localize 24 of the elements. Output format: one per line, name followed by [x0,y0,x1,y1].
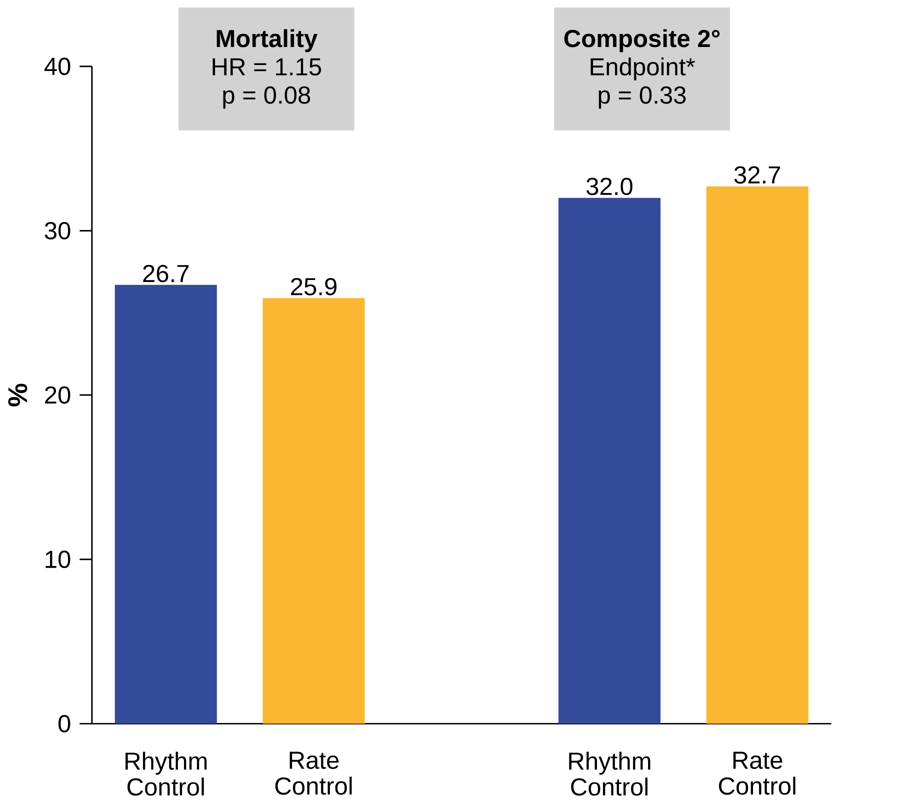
y-tick-label: 30 [44,222,70,240]
annotation: p = 0.08 [223,86,310,108]
data-label: 32.0 [586,178,632,195]
y-tick-label: 40 [44,57,70,75]
x-tick-label: Rate Control [275,752,352,795]
bar [706,186,808,724]
bar [262,298,365,724]
annotation: Endpoint* [590,57,695,80]
annotation: HR = 1.15 [212,58,322,76]
text: Mortality [216,28,318,52]
text: Composite 2° [564,28,720,52]
x-tick-label: Rhythm Control [126,752,207,796]
bar [114,284,217,724]
y-tick-label: 10 [46,550,70,568]
data-label: 26.7 [143,264,189,282]
data-label: 25.9 [291,278,336,296]
annotation: p = 0.33 [598,86,686,108]
bar [558,198,660,724]
data-label: 32.7 [734,166,780,184]
x-tick-label: Rhythm Control [569,752,650,796]
y-axis-title: % [8,384,28,406]
y-tick-label: 20 [45,386,70,404]
x-tick-label: Rate Control [718,752,796,795]
y-tick-label: 0 [58,714,70,732]
